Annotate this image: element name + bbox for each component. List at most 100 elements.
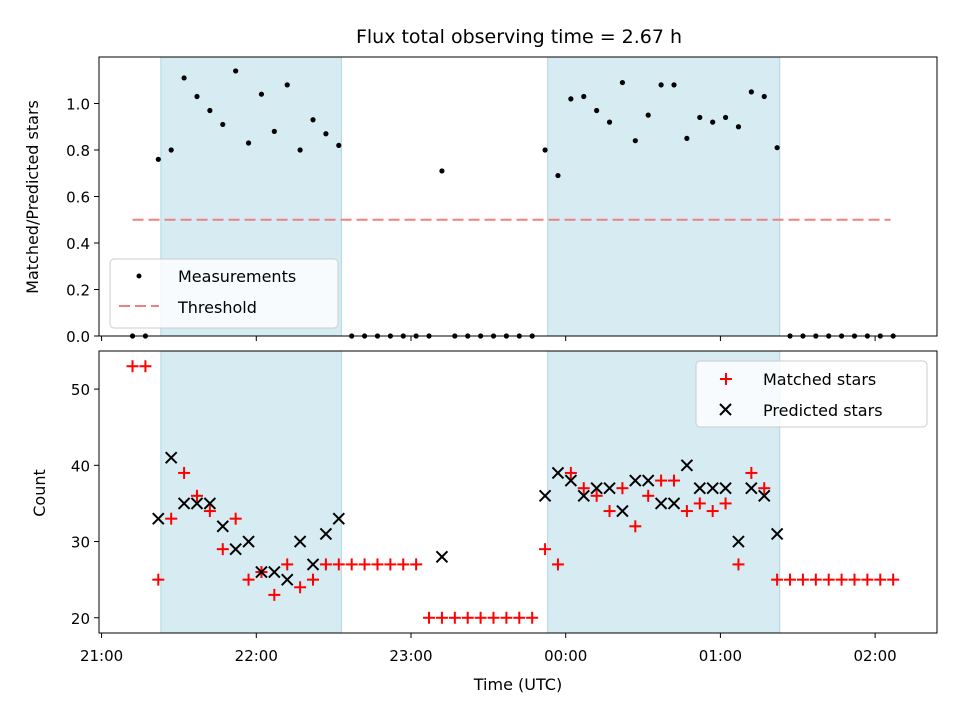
matched-point (513, 611, 526, 624)
matched-point (268, 588, 281, 601)
matched-point (371, 558, 384, 571)
matched-point (835, 573, 848, 586)
top-ylabel: Matched/Predicted stars (23, 100, 42, 294)
legend-matched-marker (720, 373, 732, 385)
predicted-point (293, 535, 307, 548)
matched-point (745, 466, 758, 479)
chart-title: Flux total observing time = 2.67 h (356, 26, 682, 48)
matched-point (435, 611, 448, 624)
measurement-point (697, 114, 703, 121)
matched-point (216, 543, 229, 556)
predicted-point (590, 481, 603, 495)
legend-measurements-marker (136, 273, 142, 279)
top-ytick-label: 0.2 (66, 282, 90, 300)
matched-point (294, 581, 307, 594)
matched-point (564, 466, 577, 479)
measurement-point (297, 147, 303, 153)
predicted-point (216, 520, 229, 533)
top-ytick-label: 0.8 (66, 142, 90, 160)
matched-point (281, 558, 294, 571)
predicted-point (435, 550, 449, 563)
measurement-point (632, 138, 638, 144)
predicted-point (255, 565, 268, 579)
matched-point (655, 474, 668, 487)
predicted-point (603, 481, 616, 495)
measurement-point (761, 93, 767, 100)
predicted-point (654, 497, 668, 510)
matched-point (345, 558, 358, 571)
measurement-point (220, 121, 226, 128)
bottom-legend: Matched stars Predicted stars (695, 360, 928, 428)
measurement-point (594, 107, 600, 114)
measurement-point (284, 82, 290, 88)
matched-point (178, 466, 191, 479)
matched-point (642, 489, 655, 502)
matched-point (796, 573, 809, 586)
measurement-point (568, 96, 574, 102)
measurement-point (181, 75, 187, 81)
matched-point (152, 573, 165, 586)
matched-point (758, 482, 771, 495)
measurement-point (168, 147, 174, 153)
matched-point (848, 573, 861, 586)
bottom-ytick-label: 40 (71, 457, 90, 475)
matched-point (784, 573, 797, 586)
matched-point (680, 505, 693, 518)
predicted-point (770, 527, 784, 541)
measurement-point (774, 145, 780, 151)
bottom-xtick-label: 23:00 (389, 647, 432, 665)
bottom-xtick-label: 01:00 (699, 647, 742, 665)
predicted-point (242, 535, 255, 548)
top-ytick-label: 0.0 (66, 328, 90, 346)
predicted-point (306, 558, 320, 571)
top-legend: Measurements Threshold (109, 258, 339, 329)
matched-point (397, 558, 410, 571)
bottom-legend-box (695, 360, 928, 428)
measurement-point (155, 156, 161, 162)
matched-point (319, 558, 332, 571)
measurement-point (336, 142, 342, 148)
top-ytick-label: 0.4 (66, 235, 90, 253)
top-panel: 0.0 0.2 0.4 0.6 0.8 1.0 Matched/Predicted sta… (23, 56, 938, 346)
matched-point (190, 489, 203, 502)
measurement-point (684, 135, 690, 141)
measurement-point (619, 79, 626, 86)
matched-point (693, 497, 706, 510)
matched-point (887, 573, 900, 586)
measurement-point (542, 147, 548, 153)
measurement-point (645, 112, 651, 118)
bottom-ytick-label: 30 (71, 534, 90, 552)
bottom-xlabel: Time (UTC) (473, 675, 562, 694)
measurement-point (271, 128, 277, 134)
predicted-point (564, 474, 578, 487)
predicted-point (332, 512, 346, 525)
matched-point (448, 611, 461, 624)
matched-point (307, 573, 320, 586)
bottom-xtick-label: 22:00 (235, 647, 278, 665)
matched-point (616, 482, 629, 495)
matched-point (500, 611, 513, 624)
predicted-point (538, 489, 552, 503)
measurement-point (194, 93, 200, 100)
predicted-point (745, 481, 758, 495)
measurement-point (207, 107, 213, 114)
matched-point (410, 558, 423, 571)
matched-point (242, 573, 255, 586)
matched-point (629, 520, 642, 533)
matched-point (423, 611, 436, 624)
measurement-point (658, 82, 664, 88)
measurement-point (258, 91, 265, 97)
matched-point (577, 482, 590, 495)
matched-point (732, 558, 745, 571)
predicted-point (319, 527, 333, 541)
legend-matched-label: Matched stars (763, 370, 876, 389)
measurement-point (310, 117, 316, 123)
predicted-point (203, 497, 217, 510)
matched-point (165, 512, 178, 525)
predicted-point (281, 573, 294, 586)
matched-point (461, 611, 474, 624)
predicted-point (629, 474, 642, 487)
top-ytick-label: 0.6 (66, 189, 90, 207)
predicted-point (577, 489, 590, 503)
